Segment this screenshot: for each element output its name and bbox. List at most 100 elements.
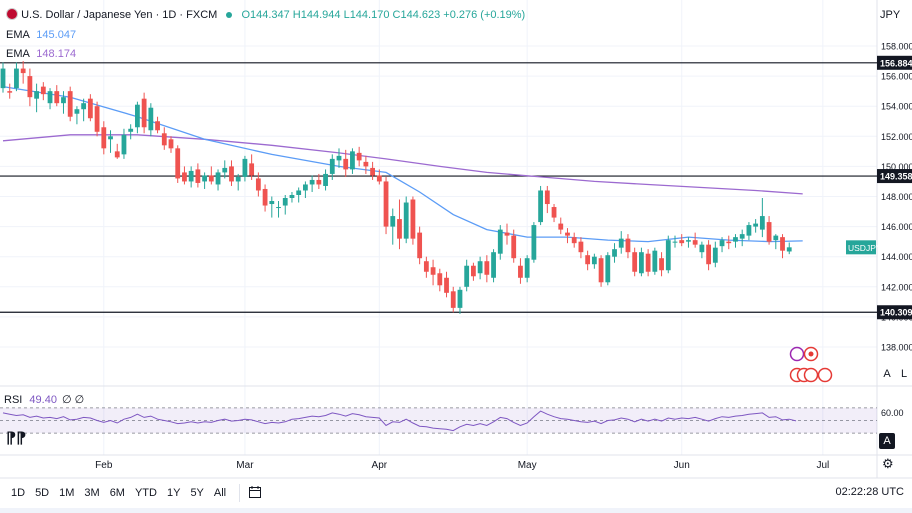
candle[interactable] (101, 121, 107, 155)
candle[interactable] (551, 204, 557, 223)
candle[interactable] (40, 82, 46, 101)
candle[interactable] (336, 148, 342, 168)
candle[interactable] (679, 234, 685, 247)
candle[interactable] (282, 194, 288, 215)
candle[interactable] (665, 235, 671, 274)
candle[interactable] (538, 185, 543, 226)
candle[interactable] (54, 85, 60, 107)
candle[interactable] (195, 163, 201, 188)
rsi-legend[interactable]: RSI 49.40 ∅ ∅ (4, 393, 84, 407)
candle[interactable] (511, 229, 517, 263)
candle[interactable] (632, 247, 638, 277)
candle[interactable] (618, 231, 624, 254)
candle[interactable] (182, 166, 187, 185)
ema-slow-legend[interactable]: EMA 148.174 (6, 47, 76, 61)
candle[interactable] (766, 216, 772, 245)
candle[interactable] (692, 232, 698, 248)
candle[interactable] (316, 173, 322, 189)
candle[interactable] (296, 187, 302, 203)
candle[interactable] (202, 172, 207, 189)
candle[interactable] (27, 68, 33, 107)
symbol-tag[interactable]: USDJPY (848, 243, 882, 253)
candle[interactable] (34, 83, 39, 113)
calendar-icon[interactable] (248, 485, 262, 502)
candle[interactable] (759, 198, 765, 238)
candle[interactable] (383, 176, 389, 235)
candle[interactable] (7, 83, 13, 99)
candle[interactable] (504, 223, 510, 245)
timeframe-6m[interactable]: 6M (109, 487, 125, 499)
auto-scale-button[interactable]: A (883, 368, 891, 380)
candle[interactable] (376, 169, 382, 185)
candle[interactable] (645, 249, 651, 277)
timeframe-all[interactable]: All (213, 487, 227, 499)
candle[interactable] (410, 196, 416, 245)
lightning-event-icon[interactable] (789, 346, 805, 362)
candle[interactable] (323, 169, 328, 191)
timeframe-3m[interactable]: 3M (84, 487, 100, 499)
candle[interactable] (269, 196, 275, 218)
candle[interactable] (591, 253, 597, 269)
candle[interactable] (464, 259, 470, 292)
timeframe-5y[interactable]: 5Y (190, 487, 204, 499)
candle[interactable] (222, 160, 228, 179)
candle[interactable] (114, 143, 120, 159)
candle[interactable] (726, 235, 732, 250)
candle[interactable] (303, 181, 308, 199)
candle[interactable] (605, 252, 611, 286)
us-flag-event-icon[interactable] (817, 367, 833, 383)
candle[interactable] (733, 234, 738, 248)
timeframe-ytd[interactable]: YTD (134, 487, 157, 499)
candle[interactable] (329, 154, 335, 180)
settings-gear-icon[interactable]: ⚙ (882, 456, 894, 471)
candle[interactable] (565, 228, 570, 244)
candle[interactable] (686, 237, 691, 248)
candle[interactable] (484, 255, 490, 283)
candle[interactable] (168, 136, 174, 153)
candle[interactable] (780, 234, 785, 259)
candle[interactable] (20, 61, 26, 84)
candle[interactable] (571, 232, 577, 248)
candle[interactable] (0, 62, 6, 93)
candle[interactable] (397, 199, 402, 250)
candle[interactable] (188, 166, 194, 188)
candle[interactable] (612, 243, 617, 263)
candle[interactable] (773, 234, 779, 250)
candle[interactable] (672, 235, 678, 248)
candle[interactable] (81, 98, 87, 122)
candle[interactable] (430, 259, 436, 286)
candle[interactable] (289, 191, 295, 203)
candle[interactable] (578, 237, 584, 259)
candle[interactable] (255, 172, 261, 197)
candle[interactable] (712, 241, 718, 268)
candle[interactable] (497, 225, 503, 260)
candle[interactable] (61, 91, 66, 114)
candle[interactable] (417, 226, 423, 265)
timeframe-1y[interactable]: 1Y (166, 487, 181, 499)
candle[interactable] (471, 262, 476, 281)
candle[interactable] (148, 103, 154, 137)
candle[interactable] (390, 208, 396, 245)
candle[interactable] (87, 94, 93, 122)
candle[interactable] (242, 155, 248, 182)
candle[interactable] (524, 255, 530, 283)
candle[interactable] (141, 92, 147, 134)
candle[interactable] (457, 286, 463, 314)
log-scale-button[interactable]: L (900, 368, 908, 380)
candle[interactable] (444, 271, 449, 298)
rsi-line[interactable] (2, 410, 797, 432)
clock-readout[interactable]: 02:22:28 UTC (835, 486, 904, 498)
candle[interactable] (706, 240, 711, 271)
candle[interactable] (659, 252, 664, 277)
candle[interactable] (155, 116, 160, 134)
candle[interactable] (208, 166, 214, 185)
candle[interactable] (94, 101, 100, 137)
candle[interactable] (370, 161, 375, 180)
candle[interactable] (753, 219, 759, 233)
candle[interactable] (309, 175, 315, 192)
timeframe-1d[interactable]: 1D (11, 487, 26, 499)
candle[interactable] (108, 130, 113, 153)
rsi-auto-scale-button[interactable]: A (879, 433, 895, 449)
ema-slow-line[interactable] (2, 134, 803, 195)
candle[interactable] (47, 88, 53, 110)
